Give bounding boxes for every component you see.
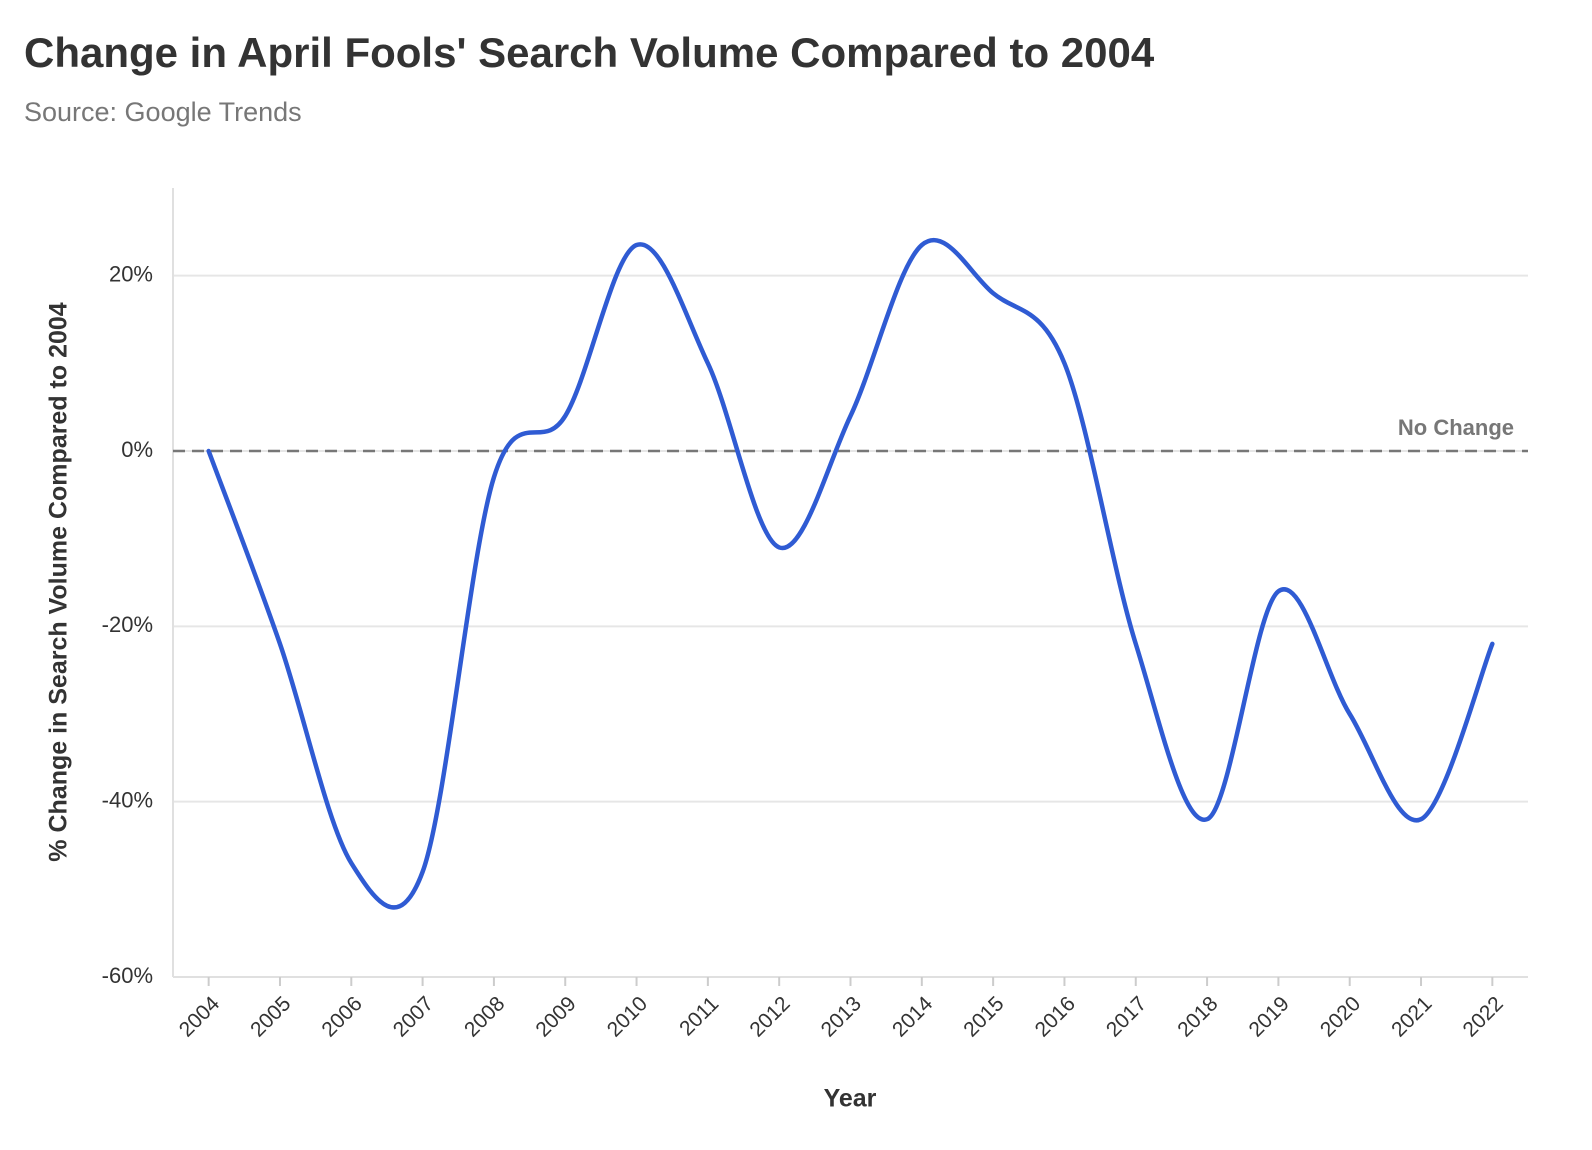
y-tick-label: -20% [102, 612, 153, 637]
x-tick-label: 2011 [675, 992, 723, 1040]
x-tick-label: 2006 [317, 992, 366, 1041]
x-tick-label: 2014 [888, 992, 938, 1042]
y-tick-label: -40% [102, 787, 153, 812]
y-tick-label: 0% [121, 437, 153, 462]
x-axis-label: Year [824, 1085, 877, 1113]
x-tick-label: 2021 [1387, 992, 1436, 1041]
y-tick-label: 20% [109, 261, 153, 286]
x-tick-label: 2007 [389, 992, 438, 1041]
x-tick-label: 2012 [745, 992, 794, 1041]
chart-title: Change in April Fools' Search Volume Com… [24, 29, 1155, 76]
x-tick-label: 2016 [1031, 992, 1080, 1041]
reference-label: No Change [1398, 415, 1514, 440]
x-tick-label: 2015 [959, 992, 1008, 1041]
x-tick-label: 2019 [1245, 992, 1294, 1041]
x-tick-label: 2010 [603, 992, 652, 1041]
x-tick-label: 2008 [460, 992, 509, 1041]
data-line [206, 237, 1495, 910]
x-tick-label: 2009 [531, 992, 580, 1041]
x-tick-label: 2022 [1459, 992, 1508, 1041]
x-tick-label: 2004 [175, 992, 225, 1042]
y-tick-label: -60% [102, 963, 153, 988]
x-tick-label: 2013 [817, 992, 866, 1041]
x-tick-label: 2005 [246, 992, 295, 1041]
y-axis-label: % Change in Search Volume Compared to 20… [45, 302, 73, 862]
chart-subtitle: Source: Google Trends [24, 97, 302, 127]
x-tick-label: 2017 [1102, 992, 1151, 1041]
x-tick-label: 2018 [1173, 992, 1222, 1041]
x-tick-label: 2020 [1316, 992, 1365, 1041]
